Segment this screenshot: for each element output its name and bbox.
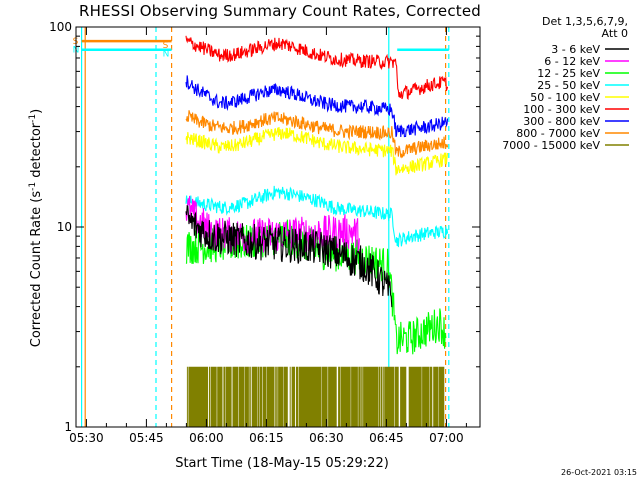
x-tick-label-6: 07:00 <box>429 431 464 445</box>
legend-label-6: 300 - 800 keV <box>523 115 600 128</box>
x-tick-label-5: 06:45 <box>369 431 404 445</box>
x-tick-label-2: 06:00 <box>189 431 224 445</box>
series-line-6 <box>185 75 449 138</box>
x-axis-label: Start Time (18-May-15 05:29:22) <box>175 456 389 471</box>
series-line-7 <box>185 110 449 159</box>
series-line-0 <box>185 204 393 308</box>
legend-header-line-2: Att 0 <box>602 27 628 40</box>
timestamp: 26-Oct-2021 03:15 <box>561 468 637 477</box>
legend-label-5: 100 - 300 keV <box>523 103 600 116</box>
series-line-3 <box>185 185 449 248</box>
x-tick-label-1: 05:45 <box>129 431 164 445</box>
marker-end-label-1: N <box>163 50 170 60</box>
series-line-8 <box>186 366 445 427</box>
legend-header-line-1: Det 1,3,5,6,7,9, <box>542 15 628 28</box>
series-line-4 <box>185 126 449 176</box>
series-line-2 <box>185 219 447 355</box>
y-axis-label: Corrected Count Rate (s-1 detector-1) <box>28 109 44 347</box>
x-tick-label-3: 06:15 <box>249 431 284 445</box>
marker-end-label-0: S <box>163 41 169 51</box>
x-tick-label-0: 05:30 <box>69 431 104 445</box>
x-tick-label-4: 06:30 <box>309 431 344 445</box>
plot-frame <box>75 26 481 428</box>
legend-label-2: 12 - 25 keV <box>537 67 600 80</box>
legend-label-0: 3 - 6 keV <box>551 43 600 56</box>
y-tick-label-1: 10 <box>57 220 72 234</box>
series-line-5 <box>185 35 449 101</box>
chart-marks: S SN N05:30 05:45 06:00 06:15 06:30 06:45 07:001… <box>49 20 629 445</box>
legend-label-1: 6 - 12 keV <box>544 55 600 68</box>
legend-label-3: 25 - 50 keV <box>537 79 600 92</box>
legend-label-4: 50 - 100 keV <box>530 91 600 104</box>
legend-label-8: 7000 - 15000 keV <box>502 139 600 152</box>
legend-label-7: 800 - 7000 keV <box>516 127 600 140</box>
y-tick-label-2: 100 <box>49 20 72 34</box>
y-tick-label-0: 1 <box>64 420 72 434</box>
chart-title: RHESSI Observing Summary Count Rates, Co… <box>79 2 481 20</box>
